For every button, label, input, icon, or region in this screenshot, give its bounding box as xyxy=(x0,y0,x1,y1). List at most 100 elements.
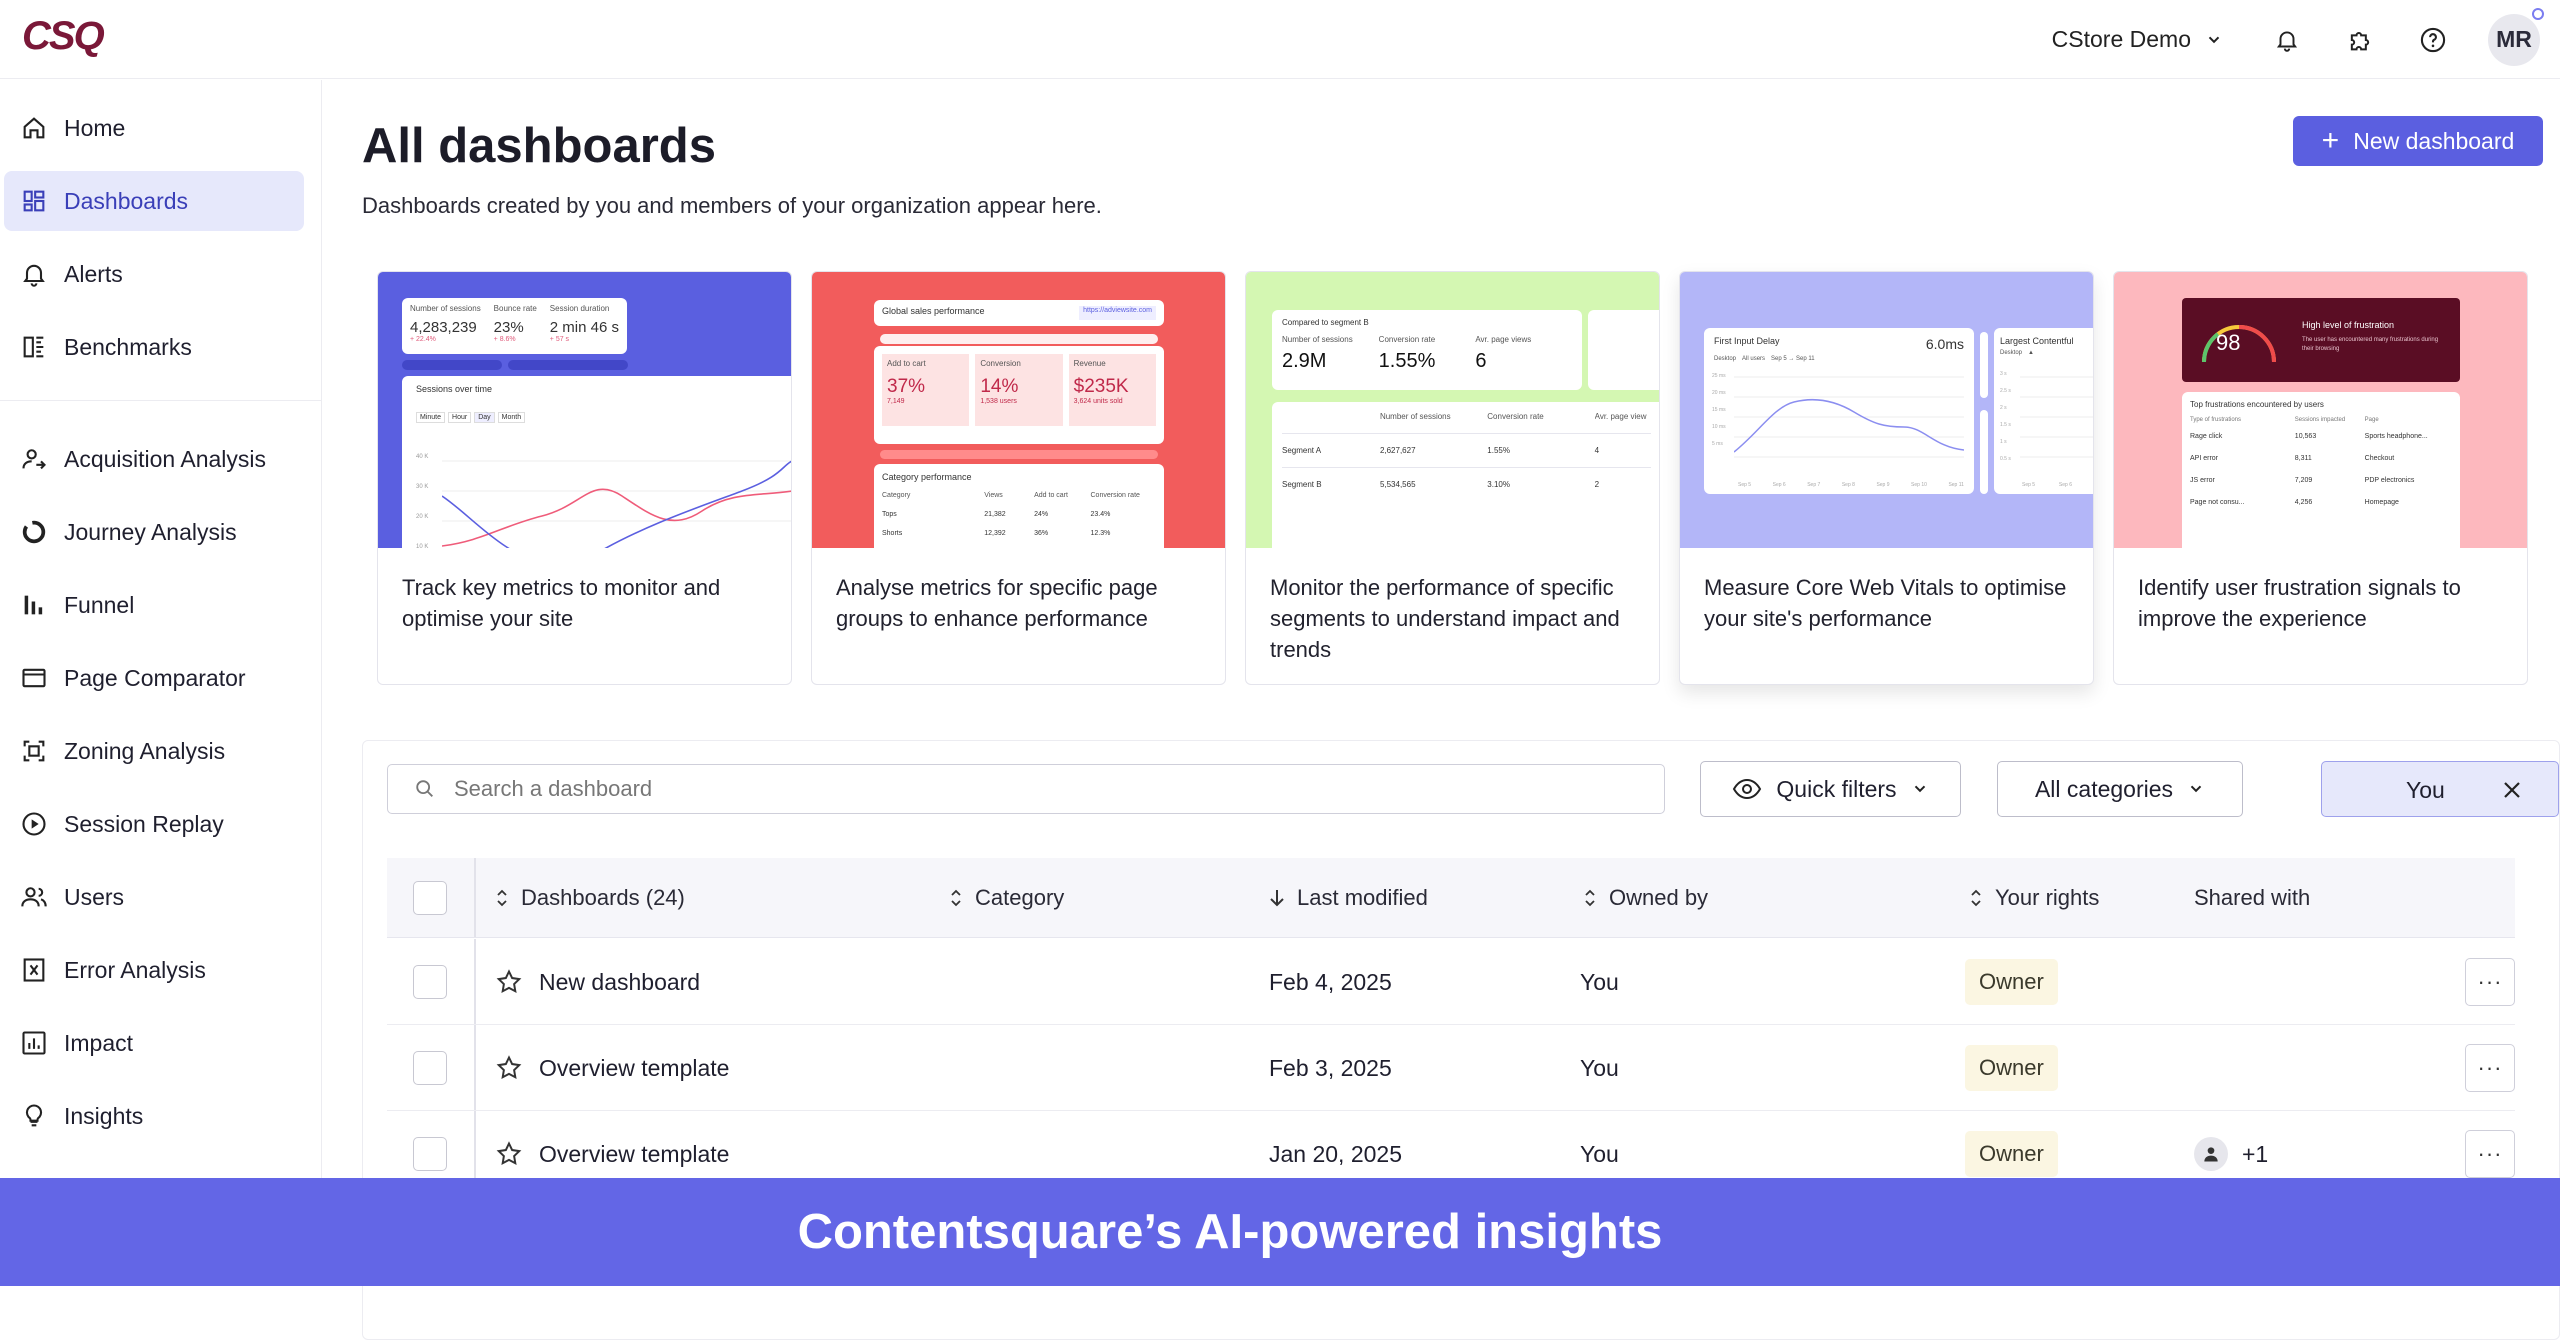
star-icon[interactable] xyxy=(495,1054,523,1082)
integrations-button[interactable] xyxy=(2342,22,2378,58)
cell: 7,209 xyxy=(2294,477,2313,484)
categories-dropdown[interactable]: All categories xyxy=(1997,761,2243,817)
column-header-category[interactable]: Category xyxy=(949,858,1064,938)
col-header: Page xyxy=(2364,417,2379,423)
user-avatar[interactable]: MR xyxy=(2488,7,2544,66)
cell: Segment A xyxy=(1282,446,1322,455)
close-icon[interactable] xyxy=(2502,780,2522,800)
sidebar-item-label: Users xyxy=(64,883,125,910)
sidebar-item-label: Benchmarks xyxy=(64,333,192,360)
notifications-button[interactable] xyxy=(2269,22,2305,58)
frustration-score: 98 xyxy=(2216,330,2241,355)
sidebar-item-journey-analysis[interactable]: Journey Analysis xyxy=(4,502,304,562)
col-header: Conversion rate xyxy=(1487,412,1544,421)
checkbox[interactable] xyxy=(413,1137,447,1171)
star-icon[interactable] xyxy=(495,1140,523,1168)
template-description: Analyse metrics for specific page groups… xyxy=(836,575,1158,631)
more-options-button[interactable]: ··· xyxy=(2465,958,2515,1006)
sidebar-item-session-replay[interactable]: Session Replay xyxy=(4,794,304,854)
cell: 2,627,627 xyxy=(1379,446,1416,455)
column-header-your-rights[interactable]: Your rights xyxy=(1969,858,2099,938)
preview-value: 6.0ms xyxy=(1925,336,1964,352)
dashboard-name-cell[interactable]: New dashboard xyxy=(495,939,700,1025)
chart-title: Sessions over time xyxy=(416,384,493,394)
cell: Shorts xyxy=(882,530,903,537)
cell: JS error xyxy=(2190,477,2215,484)
dashboard-name[interactable]: Overview template xyxy=(539,1054,730,1081)
shared-with-cell: +1 xyxy=(2194,1111,2268,1197)
rights-cell: Owner xyxy=(1965,939,2058,1025)
dashboard-name-cell[interactable]: Overview template xyxy=(495,1111,729,1197)
dashboard-list-panel: Search a dashboard Quick filters All cat… xyxy=(362,740,2560,1340)
sidebar-item-home[interactable]: Home xyxy=(4,98,304,158)
checkbox[interactable] xyxy=(413,881,447,915)
table-row[interactable]: Overview template Feb 3, 2025 You Owner … xyxy=(387,1025,2515,1111)
sidebar-item-insights[interactable]: Insights xyxy=(4,1086,304,1146)
kpi-label: Revenue xyxy=(1073,359,1106,368)
star-icon[interactable] xyxy=(495,968,523,996)
more-options-button[interactable]: ··· xyxy=(2465,1130,2515,1178)
sidebar-item-dashboards[interactable]: Dashboards xyxy=(4,171,304,231)
sidebar-item-impact[interactable]: Impact xyxy=(4,1013,304,1073)
cell: 2 xyxy=(1594,480,1600,489)
sidebar-item-label: Dashboards xyxy=(64,187,189,214)
cell: 4,256 xyxy=(2294,499,2313,506)
owner-filter-chip[interactable]: You xyxy=(2321,761,2559,817)
template-card-web-vitals[interactable]: First Input Delay 6.0ms Desktop All user… xyxy=(1679,271,2094,685)
y-tick: 10 K xyxy=(416,544,429,548)
checkbox[interactable] xyxy=(413,965,447,999)
app-logo[interactable]: CSQ xyxy=(22,14,105,58)
impact-icon xyxy=(22,1031,46,1055)
sidebar-item-benchmarks[interactable]: Benchmarks xyxy=(4,317,304,377)
help-button[interactable] xyxy=(2415,22,2451,58)
sidebar-item-page-comparator[interactable]: Page Comparator xyxy=(4,648,304,708)
preview-bar xyxy=(880,450,1158,459)
segment-icon: ▲ xyxy=(2028,350,2034,356)
row-checkbox-cell xyxy=(413,1025,447,1111)
col-header: Views xyxy=(984,492,1003,499)
template-card-frustration[interactable]: 98 High level of frustration The user ha… xyxy=(2113,271,2528,685)
sidebar-item-alerts[interactable]: Alerts xyxy=(4,244,304,304)
quick-filters-button[interactable]: Quick filters xyxy=(1700,761,1961,817)
dashboard-name-cell[interactable]: Overview template xyxy=(495,1025,729,1111)
sidebar-item-label: Session Replay xyxy=(64,810,224,837)
new-dashboard-button[interactable]: + New dashboard xyxy=(2293,116,2543,166)
more-options-button[interactable]: ··· xyxy=(2465,1044,2515,1092)
sidebar-item-error-analysis[interactable]: Error Analysis xyxy=(4,940,304,1000)
template-card-page-groups[interactable]: Global sales performance https://adviews… xyxy=(811,271,1226,685)
page-comparator-icon xyxy=(22,668,46,688)
column-header-name[interactable]: Dashboards (24) xyxy=(495,858,685,938)
template-preview: Compared to segment B Number of sessions… xyxy=(1246,272,1659,548)
kpi-sub: 3,624 units sold xyxy=(1073,398,1123,405)
caption-banner: Contentsquare’s AI-powered insights xyxy=(0,1178,2560,1286)
sidebar-item-funnel[interactable]: Funnel xyxy=(4,575,304,635)
template-card-key-metrics[interactable]: Number of sessions 4,283,239 + 22.4% Bounc… xyxy=(377,271,792,685)
org-switcher[interactable]: CStore Demo xyxy=(2052,26,2223,53)
play-icon xyxy=(22,812,46,836)
column-header-last-modified[interactable]: Last modified xyxy=(1269,858,1428,938)
cell: 4 xyxy=(1594,446,1600,455)
column-header-shared-with: Shared with xyxy=(2194,858,2310,938)
fid-chart-panel: First Input Delay 6.0ms Desktop All user… xyxy=(1704,328,1974,494)
y-tick: 3 s xyxy=(2000,371,2007,377)
column-header-owned-by[interactable]: Owned by xyxy=(1583,858,1708,938)
col-header: Avr. page view xyxy=(1594,412,1647,421)
kpi-strip: Number of sessions 4,283,239 + 22.4% Bounc… xyxy=(402,298,627,354)
dashboard-name[interactable]: New dashboard xyxy=(539,968,701,995)
org-name: CStore Demo xyxy=(2051,26,2191,52)
journey-icon xyxy=(22,520,46,544)
kpi-value: 2 min 46 s xyxy=(549,319,619,336)
kpi-sub: 7,149 xyxy=(887,398,905,405)
search-dashboard-input[interactable]: Search a dashboard xyxy=(387,764,1665,814)
checkbox[interactable] xyxy=(413,1051,447,1085)
cell: 3.10% xyxy=(1487,480,1510,489)
sidebar-item-acquisition-analysis[interactable]: Acquisition Analysis xyxy=(4,429,304,489)
select-all-checkbox[interactable] xyxy=(413,858,447,938)
dashboard-name[interactable]: Overview template xyxy=(539,1140,730,1167)
sidebar-item-zoning-analysis[interactable]: Zoning Analysis xyxy=(4,721,304,781)
table-row[interactable]: New dashboard Feb 4, 2025 You Owner ··· xyxy=(387,939,2515,1025)
range-tab: Month xyxy=(497,412,526,423)
template-card-segments[interactable]: Compared to segment B Number of sessions… xyxy=(1245,271,1660,685)
sidebar-item-users[interactable]: Users xyxy=(4,867,304,927)
cell: Homepage xyxy=(2364,499,2399,506)
